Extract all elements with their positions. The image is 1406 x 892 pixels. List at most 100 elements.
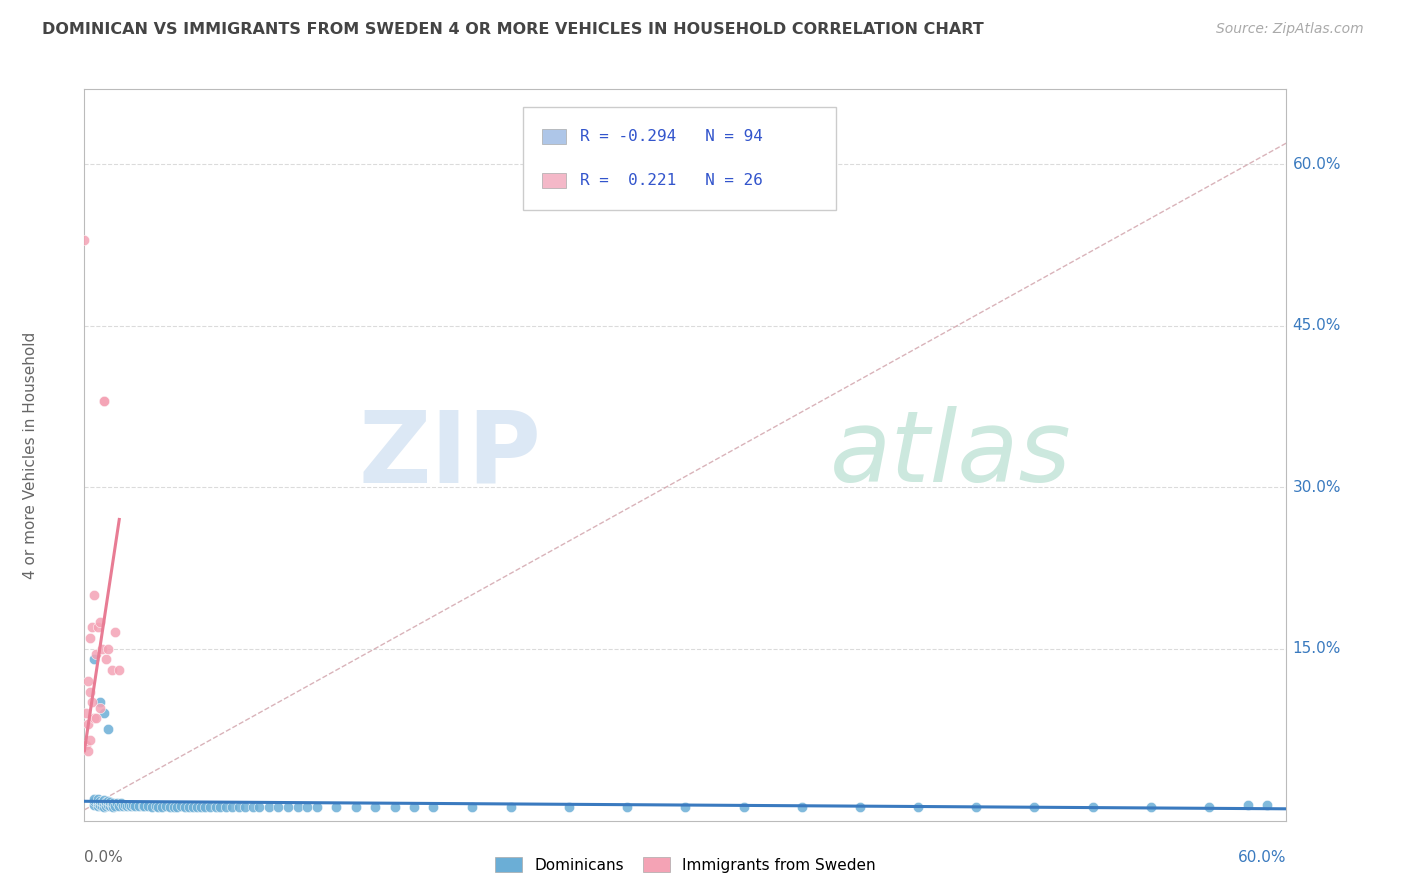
Point bbox=[98, 798, 121, 813]
Point bbox=[77, 716, 100, 731]
Point bbox=[94, 798, 117, 813]
Point bbox=[120, 798, 142, 813]
Point bbox=[97, 794, 120, 808]
Point bbox=[75, 706, 97, 720]
Point bbox=[267, 799, 290, 814]
Point bbox=[186, 799, 208, 814]
Point bbox=[499, 799, 522, 814]
Point bbox=[73, 233, 96, 247]
Point bbox=[124, 798, 146, 813]
Point bbox=[461, 799, 484, 814]
Point bbox=[209, 799, 232, 814]
Point bbox=[325, 799, 347, 814]
Point bbox=[110, 797, 132, 811]
Point bbox=[233, 799, 256, 814]
Text: 15.0%: 15.0% bbox=[1292, 641, 1341, 656]
Point bbox=[94, 652, 117, 666]
Point bbox=[103, 797, 125, 811]
FancyBboxPatch shape bbox=[523, 108, 835, 210]
Point bbox=[118, 797, 141, 812]
Point bbox=[93, 706, 115, 720]
Point bbox=[79, 733, 101, 747]
Point bbox=[114, 797, 136, 812]
Point bbox=[93, 797, 115, 811]
Point bbox=[162, 799, 184, 814]
Point bbox=[159, 799, 181, 814]
Point bbox=[97, 723, 120, 737]
Point bbox=[83, 792, 105, 806]
Point bbox=[297, 799, 319, 814]
Point bbox=[131, 798, 153, 813]
Point bbox=[108, 663, 131, 677]
Point bbox=[1024, 799, 1046, 814]
Point bbox=[257, 799, 280, 814]
Point bbox=[181, 799, 204, 814]
Point bbox=[100, 663, 122, 677]
Point bbox=[77, 673, 100, 688]
Point bbox=[215, 799, 238, 814]
Point bbox=[194, 799, 217, 814]
Point bbox=[1198, 799, 1220, 814]
Point bbox=[174, 799, 197, 814]
Text: atlas: atlas bbox=[830, 407, 1071, 503]
Point bbox=[242, 799, 264, 814]
Point bbox=[1139, 799, 1161, 814]
Point bbox=[146, 799, 169, 814]
Point bbox=[89, 794, 111, 808]
Text: DOMINICAN VS IMMIGRANTS FROM SWEDEN 4 OR MORE VEHICLES IN HOUSEHOLD CORRELATION : DOMINICAN VS IMMIGRANTS FROM SWEDEN 4 OR… bbox=[42, 22, 984, 37]
Text: 60.0%: 60.0% bbox=[1292, 157, 1341, 172]
Point bbox=[138, 798, 160, 813]
Text: ZIP: ZIP bbox=[359, 407, 541, 503]
Point bbox=[98, 796, 121, 810]
Point bbox=[170, 798, 193, 813]
Point bbox=[287, 799, 309, 814]
Text: Source: ZipAtlas.com: Source: ZipAtlas.com bbox=[1216, 22, 1364, 37]
Point bbox=[83, 794, 105, 808]
Point bbox=[87, 797, 110, 811]
Point bbox=[77, 744, 100, 758]
Point bbox=[97, 641, 120, 656]
Point bbox=[112, 798, 135, 813]
Point bbox=[155, 798, 177, 813]
Text: 60.0%: 60.0% bbox=[1239, 850, 1286, 865]
Point bbox=[150, 799, 173, 814]
Point bbox=[849, 799, 872, 814]
Point bbox=[200, 799, 222, 814]
Point bbox=[89, 797, 111, 812]
Point bbox=[166, 799, 188, 814]
Text: R = -0.294   N = 94: R = -0.294 N = 94 bbox=[579, 129, 762, 145]
Point bbox=[93, 394, 115, 409]
Point bbox=[205, 799, 228, 814]
Point bbox=[402, 799, 425, 814]
Point bbox=[82, 695, 104, 709]
Point bbox=[422, 799, 444, 814]
Point bbox=[115, 798, 138, 813]
Point bbox=[83, 711, 105, 725]
Point bbox=[1081, 799, 1104, 814]
Point bbox=[93, 394, 115, 409]
Point bbox=[93, 799, 115, 814]
Text: 0.0%: 0.0% bbox=[84, 850, 124, 865]
Point bbox=[75, 739, 97, 753]
Point bbox=[94, 796, 117, 810]
Point bbox=[228, 799, 250, 814]
Text: 30.0%: 30.0% bbox=[1292, 480, 1341, 495]
Legend: Dominicans, Immigrants from Sweden: Dominicans, Immigrants from Sweden bbox=[489, 851, 882, 879]
Point bbox=[83, 588, 105, 602]
Point bbox=[145, 798, 167, 813]
Point bbox=[907, 799, 929, 814]
Point bbox=[83, 652, 105, 666]
Point bbox=[87, 792, 110, 806]
Point bbox=[1256, 797, 1278, 812]
Point bbox=[89, 700, 111, 714]
Point bbox=[364, 799, 387, 814]
Point bbox=[89, 695, 111, 709]
Point bbox=[965, 799, 987, 814]
Text: 45.0%: 45.0% bbox=[1292, 318, 1341, 334]
Point bbox=[104, 798, 127, 813]
Point bbox=[93, 793, 115, 807]
Text: 4 or more Vehicles in Household: 4 or more Vehicles in Household bbox=[22, 331, 38, 579]
Point bbox=[344, 799, 367, 814]
Point bbox=[84, 711, 107, 725]
Point bbox=[616, 799, 638, 814]
